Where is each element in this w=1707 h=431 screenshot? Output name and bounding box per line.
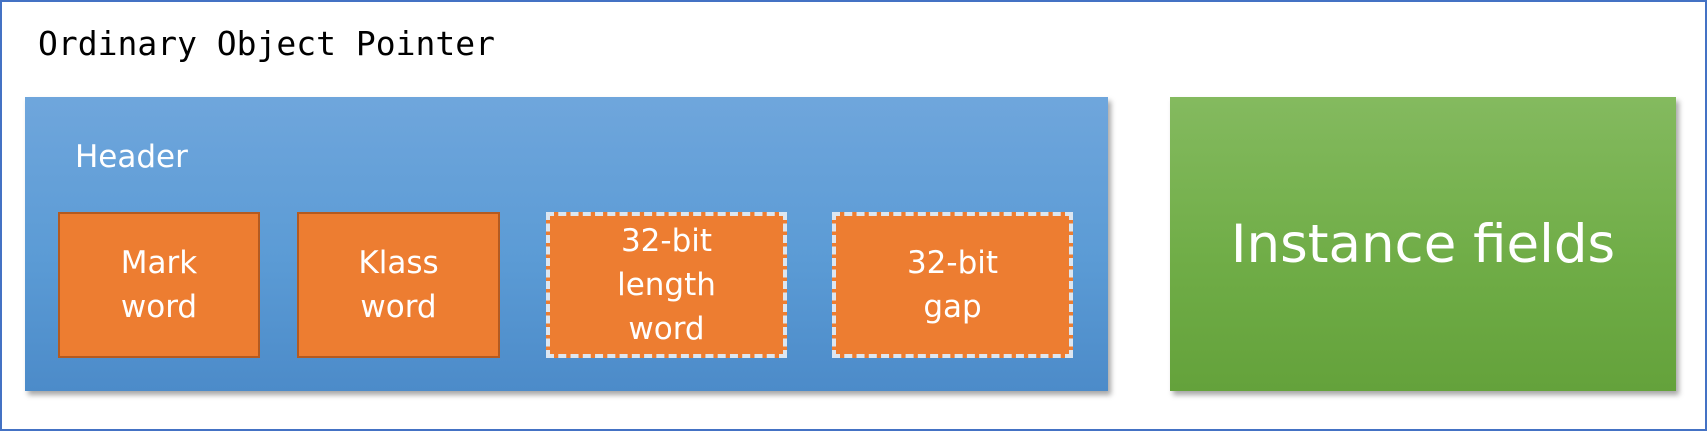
instance-fields-label: Instance fields bbox=[1230, 213, 1616, 275]
length-word-box: 32-bit length word bbox=[546, 212, 787, 358]
length-word-label: 32-bit length word bbox=[617, 223, 716, 347]
mark-word-label: Mark word bbox=[120, 245, 198, 325]
instance-fields-section: Instance fields bbox=[1170, 97, 1676, 391]
klass-word-label: Klass word bbox=[358, 245, 439, 325]
header-section: Header Mark word Klass word 32-bit lengt… bbox=[25, 97, 1108, 391]
diagram-title: Ordinary Object Pointer bbox=[38, 24, 495, 63]
gap-label: 32-bit gap bbox=[906, 245, 999, 325]
klass-word-box: Klass word bbox=[297, 212, 500, 358]
header-label: Header bbox=[75, 139, 188, 175]
mark-word-box: Mark word bbox=[58, 212, 260, 358]
gap-box: 32-bit gap bbox=[832, 212, 1073, 358]
